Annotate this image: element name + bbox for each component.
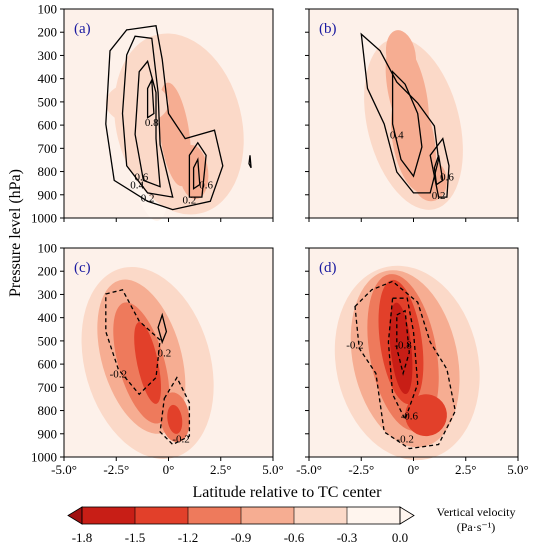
contour-line bbox=[159, 376, 191, 446]
contour-line bbox=[188, 141, 207, 198]
y-tick-label: 700 bbox=[38, 380, 58, 395]
y-tick-label: 400 bbox=[38, 71, 58, 86]
contour-line bbox=[387, 297, 419, 422]
y-tick-label: 500 bbox=[38, 333, 58, 348]
y-tick-label: 100 bbox=[38, 241, 58, 256]
contour-line bbox=[396, 309, 410, 376]
colorbar-segment bbox=[188, 507, 241, 524]
colorbar-tick-label: -0.3 bbox=[337, 530, 358, 545]
colorbar-segment bbox=[241, 507, 294, 524]
panel-label: (c) bbox=[74, 260, 91, 276]
contour-line bbox=[105, 24, 224, 211]
colorbar-tick-label: -0.9 bbox=[231, 530, 252, 545]
colorbar-tick-label: 0.0 bbox=[392, 530, 408, 545]
contour-line bbox=[354, 280, 456, 450]
shading-area bbox=[413, 159, 447, 202]
contour-label: 0.6 bbox=[440, 171, 454, 183]
shading-area bbox=[134, 322, 162, 404]
x-tick-label: 5.0° bbox=[262, 462, 283, 477]
colorbar-units: (Pa·s⁻¹) bbox=[457, 520, 496, 534]
contour-line bbox=[391, 70, 423, 178]
colorbar-tick-label: -1.5 bbox=[125, 530, 146, 545]
x-tick-label: 2.5° bbox=[210, 462, 231, 477]
contour-line bbox=[134, 59, 161, 188]
x-tick-label: -2.5° bbox=[348, 462, 374, 477]
y-tick-label: 100 bbox=[38, 2, 58, 17]
contour-line bbox=[433, 155, 444, 186]
colorbar-tick-label: -0.6 bbox=[284, 530, 305, 545]
contour-line bbox=[192, 157, 201, 190]
contour-line bbox=[105, 289, 161, 396]
contour-line bbox=[121, 35, 174, 198]
y-tick-label: 600 bbox=[38, 118, 58, 133]
x-tick-label: -5.0° bbox=[296, 462, 322, 477]
x-tick-label: -5.0° bbox=[51, 462, 77, 477]
y-tick-label: 200 bbox=[38, 25, 58, 40]
colorbar-tick-label: -1.8 bbox=[72, 530, 93, 545]
y-tick-label: 200 bbox=[38, 264, 58, 279]
y-tick-label: 300 bbox=[38, 287, 58, 302]
y-tick-label: 800 bbox=[38, 164, 58, 179]
x-tick-label: 0° bbox=[163, 462, 175, 477]
panel-label: (a) bbox=[74, 21, 91, 37]
y-axis-title: Pressure level (hPa) bbox=[7, 169, 24, 297]
x-tick-label: 5.0° bbox=[507, 462, 528, 477]
contour-label: 0.2 bbox=[141, 192, 155, 204]
contour-line bbox=[248, 155, 252, 169]
colorbar-segment bbox=[82, 507, 135, 524]
y-tick-label: 600 bbox=[38, 357, 58, 372]
colorbar-tick-label: -1.2 bbox=[178, 530, 199, 545]
y-tick-label: 300 bbox=[38, 48, 58, 63]
y-tick-label: 800 bbox=[38, 403, 58, 418]
y-tick-label: 500 bbox=[38, 94, 58, 109]
contour-label: -0.2 bbox=[172, 433, 189, 445]
y-tick-label: 900 bbox=[38, 187, 58, 202]
contour-label: 0.6 bbox=[199, 180, 213, 192]
panel-label: (d) bbox=[319, 260, 337, 276]
panel-label: (b) bbox=[319, 21, 337, 37]
contour-line bbox=[157, 312, 168, 345]
contour-label: -0.2 bbox=[396, 433, 413, 445]
contour-label: 0.4 bbox=[130, 180, 144, 192]
colorbar-extension-low bbox=[67, 506, 83, 525]
y-tick-label: 400 bbox=[38, 310, 58, 325]
x-tick-label: 2.5° bbox=[455, 462, 476, 477]
contour-label: 0.2 bbox=[432, 190, 446, 202]
colorbar-segment bbox=[294, 507, 347, 524]
contour-label: 0.2 bbox=[157, 348, 171, 360]
x-tick-label: 0° bbox=[408, 462, 420, 477]
y-tick-label: 700 bbox=[38, 141, 58, 156]
contour-label: 0.4 bbox=[390, 130, 404, 142]
contour-label: -0.8 bbox=[394, 339, 412, 351]
colorbar-segment bbox=[135, 507, 188, 524]
contour-line bbox=[146, 77, 155, 119]
shading-area bbox=[167, 404, 183, 434]
y-tick-label: 900 bbox=[38, 426, 58, 441]
colorbar-extension-high bbox=[399, 506, 415, 525]
y-tick-label: 1000 bbox=[31, 450, 57, 465]
colorbar-segment bbox=[347, 507, 400, 524]
contour-label: 0.6 bbox=[134, 171, 148, 183]
contour-label: 0.2 bbox=[183, 194, 197, 206]
contour-line bbox=[429, 137, 450, 198]
x-axis-title: Latitude relative to TC center bbox=[193, 484, 383, 501]
colorbar-title: Vertical velocity bbox=[437, 505, 516, 519]
shading-area bbox=[385, 30, 417, 80]
shading-area bbox=[405, 394, 447, 437]
y-tick-label: 1000 bbox=[31, 211, 57, 226]
contour-label: -0.2 bbox=[346, 339, 363, 351]
contour-label: 0.8 bbox=[145, 117, 159, 129]
x-tick-label: -2.5° bbox=[103, 462, 129, 477]
contour-label: -0.2 bbox=[110, 369, 127, 381]
contour-label: -0.6 bbox=[401, 410, 419, 422]
